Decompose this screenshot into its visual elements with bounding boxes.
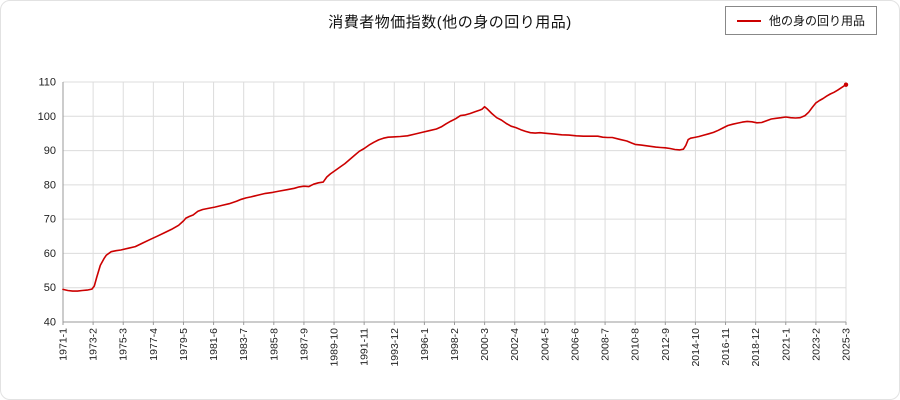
x-tick-label: 1975-3 [118,328,130,361]
x-tick-label: 1983-7 [238,328,250,361]
x-tick-label: 1979-5 [178,328,190,361]
x-tick-label: 1973-2 [88,328,100,361]
x-tick-label: 1998-2 [449,328,461,361]
x-tick-label: 2010-8 [630,328,642,361]
x-tick-label: 2000-3 [479,328,491,361]
x-tick-label: 1985-8 [268,328,280,361]
x-tick-label: 2021-1 [780,328,792,361]
x-tick-label: 1977-4 [148,328,160,361]
x-tick-label: 1991-11 [359,328,371,366]
x-tick-label: 1996-1 [419,328,431,361]
x-tick-label: 2008-7 [600,328,612,361]
y-tick-label: 40 [44,317,56,329]
x-tick-label: 2006-6 [569,328,581,361]
y-tick-label: 50 [44,282,56,294]
x-tick-label: 2012-9 [660,328,672,361]
y-tick-label: 110 [38,77,56,89]
x-tick-label: 1987-9 [298,328,310,361]
x-tick-label: 1971-1 [58,328,70,361]
legend: 他の身の回り用品 [724,6,877,35]
x-tick-label: 2004-5 [539,328,551,361]
x-tick-label: 2016-11 [720,328,732,366]
y-tick-label: 80 [44,179,56,191]
series-line [62,83,847,292]
chart-title: 消費者物価指数(他の身の回り用品) [328,14,572,31]
series-endpoint-marker [843,82,849,87]
x-tick-label: 2018-12 [750,328,762,367]
x-tick-label: 2025-3 [841,328,853,361]
x-tick-label: 2002-4 [509,328,521,361]
legend-label: 他の身の回り用品 [768,14,865,28]
legend-line-swatch [736,19,761,22]
x-tick-label: 2014-10 [690,328,702,367]
x-tick-label: 1989-10 [329,328,341,367]
y-tick-label: 60 [44,248,56,260]
x-tick-label: 2023-2 [810,328,822,361]
y-tick-label: 90 [44,145,56,157]
x-tick-label: 1993-12 [389,328,401,367]
y-tick-label: 100 [38,111,56,123]
x-tick-label: 1981-6 [208,328,220,361]
y-tick-label: 70 [44,214,56,226]
